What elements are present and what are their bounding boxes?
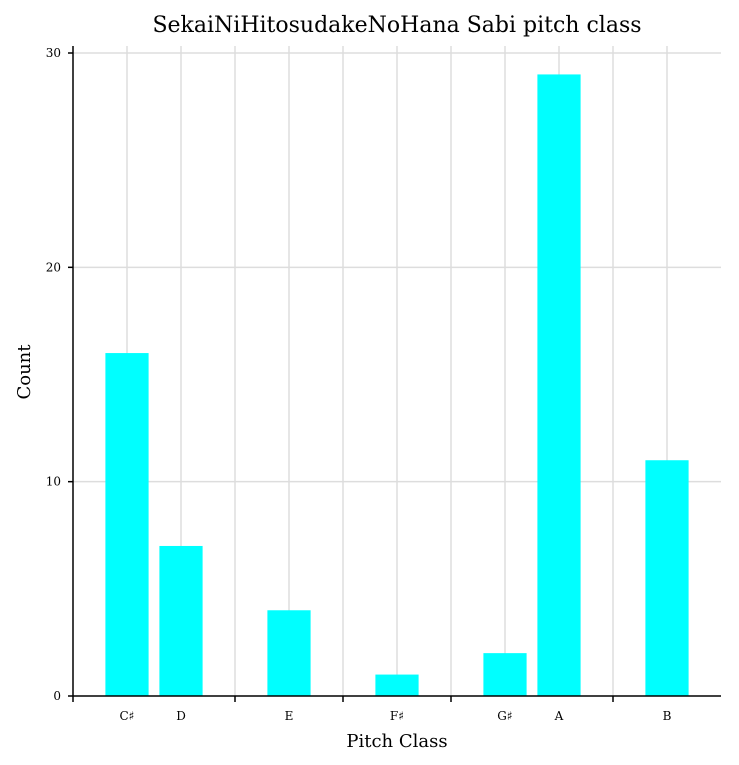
y-tick-label: 0: [53, 689, 61, 703]
x-tick-label: G♯: [497, 709, 512, 723]
bar-D: [159, 545, 203, 696]
y-tick-label: 10: [46, 475, 61, 489]
x-tick-label: D: [176, 709, 186, 723]
x-tick-label: B: [663, 709, 672, 723]
bar-E: [267, 610, 311, 696]
y-tick-label: 20: [46, 260, 61, 274]
bar-A: [537, 74, 581, 696]
x-axis-label: Pitch Class: [346, 731, 447, 752]
y-tick-label: 30: [46, 46, 61, 60]
y-axis-label: Count: [14, 344, 35, 400]
x-tick-label: A: [554, 709, 564, 723]
bars: [105, 74, 689, 696]
grid-lines: [73, 46, 721, 696]
x-tick-label: E: [285, 709, 294, 723]
x-tick-label: F♯: [390, 709, 404, 723]
tick-labels: 0 10 20 30 C♯ D E F♯ G♯ A B: [46, 46, 672, 723]
bar-B: [645, 460, 689, 696]
bar-C♯: [105, 353, 149, 696]
axes: [68, 46, 721, 702]
chart-title: SekaiNiHitosudakeNoHana Sabi pitch class: [152, 13, 641, 38]
bar-F♯: [375, 674, 419, 696]
x-tick-label: C♯: [120, 709, 135, 723]
bar-G♯: [483, 653, 527, 696]
